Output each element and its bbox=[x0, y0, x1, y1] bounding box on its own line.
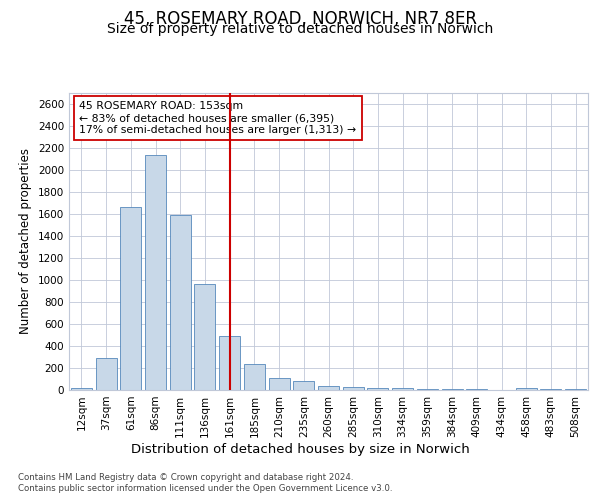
Text: Distribution of detached houses by size in Norwich: Distribution of detached houses by size … bbox=[131, 442, 469, 456]
Bar bbox=[442, 389, 463, 390]
Bar bbox=[244, 364, 265, 390]
Bar bbox=[516, 388, 537, 390]
Text: Contains public sector information licensed under the Open Government Licence v3: Contains public sector information licen… bbox=[18, 484, 392, 493]
Text: 45, ROSEMARY ROAD, NORWICH, NR7 8ER: 45, ROSEMARY ROAD, NORWICH, NR7 8ER bbox=[124, 10, 476, 28]
Bar bbox=[392, 388, 413, 390]
Text: Size of property relative to detached houses in Norwich: Size of property relative to detached ho… bbox=[107, 22, 493, 36]
Bar bbox=[318, 386, 339, 390]
Bar bbox=[269, 378, 290, 390]
Bar bbox=[95, 358, 116, 390]
Bar bbox=[120, 207, 141, 390]
Bar bbox=[194, 284, 215, 390]
Bar bbox=[367, 388, 388, 390]
Y-axis label: Number of detached properties: Number of detached properties bbox=[19, 148, 32, 334]
Bar bbox=[170, 215, 191, 390]
Bar bbox=[71, 388, 92, 390]
Bar bbox=[343, 386, 364, 390]
Bar bbox=[145, 156, 166, 390]
Bar bbox=[417, 389, 438, 390]
Bar bbox=[219, 336, 240, 390]
Bar bbox=[293, 380, 314, 390]
Text: Contains HM Land Registry data © Crown copyright and database right 2024.: Contains HM Land Registry data © Crown c… bbox=[18, 472, 353, 482]
Text: 45 ROSEMARY ROAD: 153sqm
← 83% of detached houses are smaller (6,395)
17% of sem: 45 ROSEMARY ROAD: 153sqm ← 83% of detach… bbox=[79, 102, 356, 134]
